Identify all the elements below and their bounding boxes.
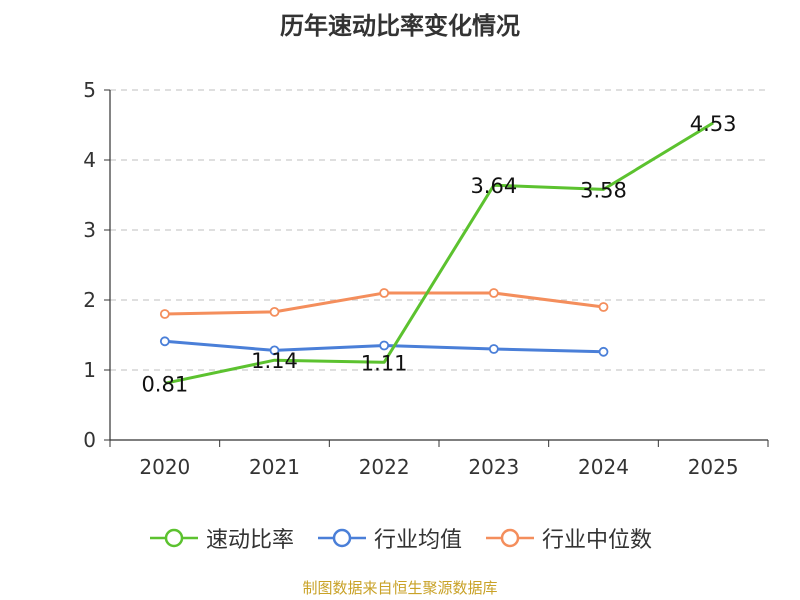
data-point — [269, 345, 280, 356]
legend-marker-icon — [486, 528, 534, 548]
line-chart: 0 1 2 3 4 5 2020 2021 2022 2023 2024 2025 0.81 1.14 1… — [83, 78, 769, 479]
data-point — [488, 288, 499, 298]
data-point — [379, 288, 390, 298]
axes: 0 1 2 3 4 5 2020 2021 2022 2023 2024 2025 — [83, 78, 769, 479]
x-tick-label: 2023 — [468, 455, 519, 479]
legend-label: 行业中位数 — [542, 528, 653, 553]
data-point — [159, 336, 170, 347]
data-point — [159, 309, 170, 319]
series-0 — [164, 121, 714, 385]
data-point — [488, 344, 499, 354]
data-point — [598, 302, 609, 312]
legend: 速动比率 行业均值 行业中位数 — [0, 518, 800, 558]
y-tick-label: 5 — [83, 78, 96, 102]
data-point — [269, 306, 280, 317]
legend-item[interactable]: 行业中位数 — [484, 522, 652, 554]
legend-marker-icon — [149, 528, 198, 548]
legend-circle — [500, 528, 520, 548]
y-tick-label: 1 — [83, 358, 96, 382]
y-tick-label: 3 — [83, 218, 96, 242]
source-note: 制图数据来自恒生聚源数据库 — [302, 579, 498, 597]
legend-marker-icon — [317, 528, 366, 548]
data-label: 0.81 — [141, 372, 188, 396]
y-tick-label: 4 — [83, 148, 96, 172]
x-tick-label: 2025 — [688, 455, 739, 479]
legend-circle — [164, 528, 184, 548]
y-tick-label: 2 — [83, 288, 96, 312]
gridlines — [110, 89, 768, 371]
legend-label: 行业均值 — [373, 528, 462, 553]
data-label: 3.64 — [470, 174, 517, 198]
data-labels: 0.81 1.14 1.11 3.64 3.58 4.53 — [141, 112, 736, 396]
series-line — [164, 121, 714, 385]
x-tick-label: 2021 — [249, 455, 300, 479]
data-label: 3.58 — [580, 178, 627, 202]
data-label: 4.53 — [690, 112, 737, 136]
x-tick-label: 2020 — [139, 455, 190, 479]
chart-title: 历年速动比率变化情况 — [280, 12, 520, 40]
series — [159, 121, 714, 385]
data-point — [598, 346, 609, 357]
legend-item[interactable]: 行业均值 — [316, 522, 462, 554]
data-label: 1.14 — [251, 349, 298, 373]
x-tick-label: 2024 — [578, 455, 629, 479]
legend-item[interactable]: 速动比率 — [148, 522, 294, 554]
series-1 — [159, 336, 609, 357]
legend-circle — [332, 528, 352, 548]
x-tick-label: 2022 — [359, 455, 410, 479]
series-2 — [159, 288, 609, 319]
data-point — [379, 340, 390, 351]
data-label: 1.11 — [361, 351, 408, 375]
legend-label: 速动比率 — [205, 528, 294, 553]
y-tick-label: 0 — [83, 428, 96, 452]
